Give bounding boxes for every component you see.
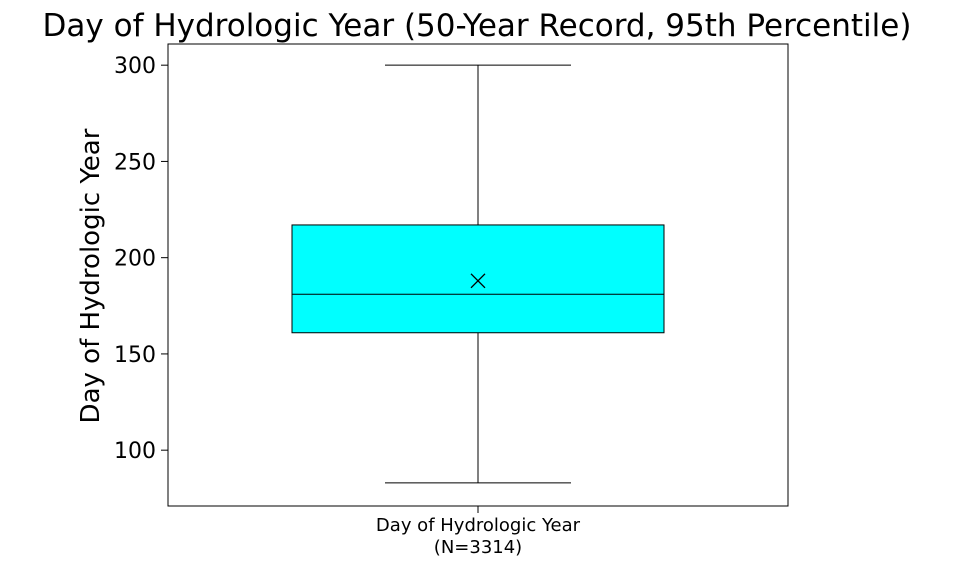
y-axis-label: Day of Hydrologic Year (76, 128, 106, 423)
y-tick-label-150: 150 (114, 343, 156, 368)
x-axis-ticks: Day of Hydrologic Year(N=3314) (376, 506, 581, 558)
y-tick-label-200: 200 (114, 247, 156, 272)
plot-area-frame (167, 43, 789, 507)
y-tick-label-100: 100 (114, 439, 156, 464)
box-0 (291, 64, 665, 484)
y-tick-label-250: 250 (114, 150, 156, 175)
x-tick-label-line-1: (N=3314) (434, 537, 522, 558)
mean-marker (470, 273, 486, 289)
y-axis-ticks: 100 150 200 250 300 (114, 54, 168, 464)
y-tick-label-300: 300 (114, 54, 156, 79)
boxes-group (291, 64, 665, 484)
x-tick-label-line-0: Day of Hydrologic Year (376, 515, 581, 536)
chart-title: Day of Hydrologic Year (50-Year Record, … (43, 8, 912, 44)
interquartile-box (291, 224, 665, 334)
